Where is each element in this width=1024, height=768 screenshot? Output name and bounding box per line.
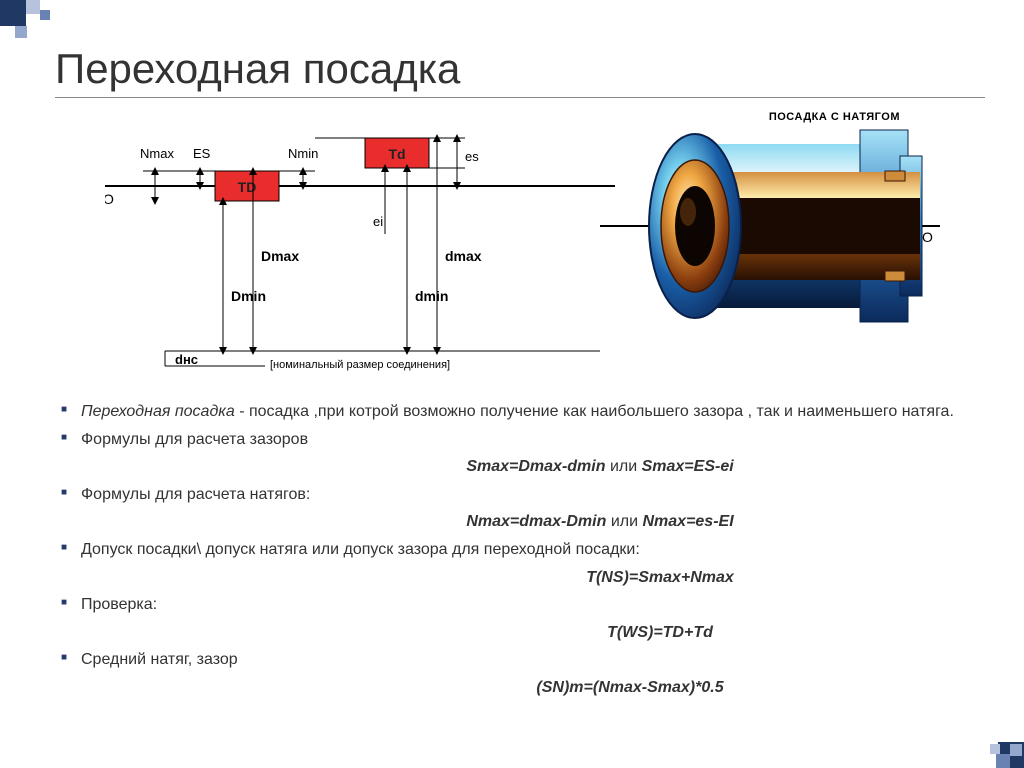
svg-text:Td: Td (388, 146, 405, 162)
svg-text:Dmin: Dmin (231, 288, 266, 304)
svg-text:ei: ei (373, 214, 383, 229)
decor-sq (1010, 744, 1022, 756)
bullet-item: Проверка: (55, 594, 985, 616)
svg-text:dнс: dнс (175, 352, 198, 367)
formula-row: (SN)m=(Nmax-Smax)*0.5 (55, 677, 985, 699)
svg-text:Dmax: Dmax (261, 248, 299, 264)
svg-text:Nmin: Nmin (288, 146, 318, 161)
svg-text:es: es (465, 149, 479, 164)
decor-sq (996, 754, 1010, 768)
bullet-list: Переходная посадка - посадка ,при котрой… (55, 401, 985, 699)
bullet-item: Формулы для расчета натягов: (55, 484, 985, 506)
svg-text:dmin: dmin (415, 288, 448, 304)
svg-text:O: O (922, 229, 933, 245)
formula-row: T(WS)=TD+Td (55, 622, 985, 644)
decor-sq (990, 744, 1000, 754)
svg-text:Nmax: Nmax (140, 146, 174, 161)
bullet-item: Средний натяг, зазор (55, 649, 985, 671)
slide-title: Переходная посадка (55, 45, 985, 98)
svg-text:[номинальный размер соединения: [номинальный размер соединения] (270, 359, 450, 371)
pipe-cross-section: O (600, 116, 940, 336)
decor-sq (15, 26, 27, 38)
decor-sq (40, 10, 50, 20)
formula-row: T(NS)=Smax+Nmax (55, 567, 985, 589)
svg-text:dmax: dmax (445, 248, 482, 264)
bullet-item: Переходная посадка - посадка ,при котрой… (55, 401, 985, 423)
svg-text:ES: ES (193, 146, 211, 161)
diagram-area: ПОСАДКА С НАТЯГОМ O TD Td (55, 116, 985, 386)
decor-sq (0, 0, 26, 26)
formula-row: Smax=Dmax-dmin или Smax=ES-ei (55, 456, 985, 478)
decor-sq (26, 0, 40, 14)
formula-row: Nmax=dmax-Dmin или Nmax=es-EI (55, 511, 985, 533)
label-O-left: O (105, 191, 114, 207)
svg-text:TD: TD (238, 179, 257, 195)
bullet-item: Допуск посадки\ допуск натяга или допуск… (55, 539, 985, 561)
tolerance-diagram: O TD Td Nmax ES Nmin es (105, 116, 615, 386)
bullet-item: Формулы для расчета зазоров (55, 429, 985, 451)
